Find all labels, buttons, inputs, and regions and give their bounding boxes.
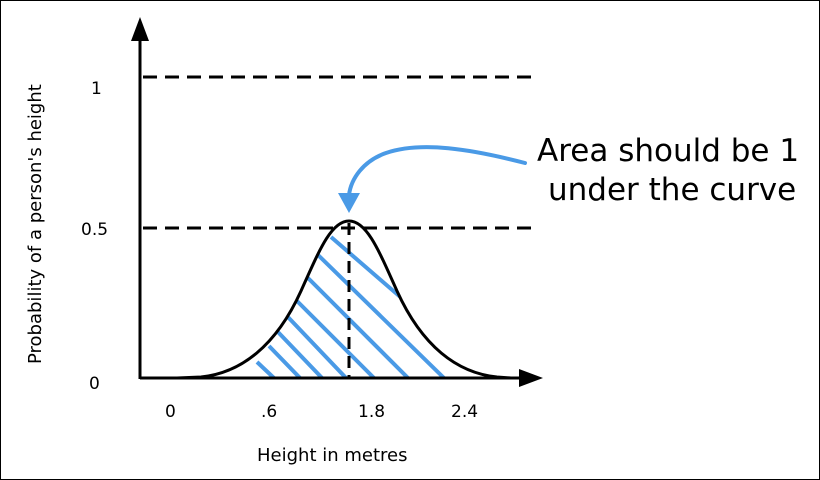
- area-hatching: [255, 235, 447, 378]
- y-tick-label: 1: [91, 79, 102, 99]
- x-tick-label: 1.8: [358, 402, 385, 422]
- annotation-arrow: [347, 145, 527, 197]
- hatch-line: [255, 360, 277, 378]
- y-axis-title: Probability of a person's height: [25, 84, 46, 364]
- x-axis-title: Height in metres: [257, 445, 407, 466]
- hatch-line: [275, 329, 325, 378]
- x-tick-label: 0: [165, 402, 176, 422]
- y-axis-arrow-icon: [131, 17, 149, 41]
- annotation-arrowhead-icon: [338, 193, 360, 213]
- y-tick-label: 0: [89, 374, 100, 394]
- hatch-line: [267, 344, 303, 378]
- x-tick-label: .6: [261, 402, 277, 422]
- hatch-line: [315, 252, 447, 378]
- hatch-line: [329, 235, 407, 303]
- y-tick-label: 0.5: [81, 220, 108, 240]
- hatch-line: [292, 296, 377, 378]
- hatch-line: [301, 271, 411, 378]
- x-axis-arrow-icon: [519, 369, 543, 387]
- hatch-line: [284, 313, 349, 378]
- bell-curve: [176, 219, 512, 380]
- x-tick-label: 2.4: [451, 402, 478, 422]
- annotation-line-1: Area should be 1: [537, 133, 799, 169]
- annotation-line-2: under the curve: [548, 172, 796, 208]
